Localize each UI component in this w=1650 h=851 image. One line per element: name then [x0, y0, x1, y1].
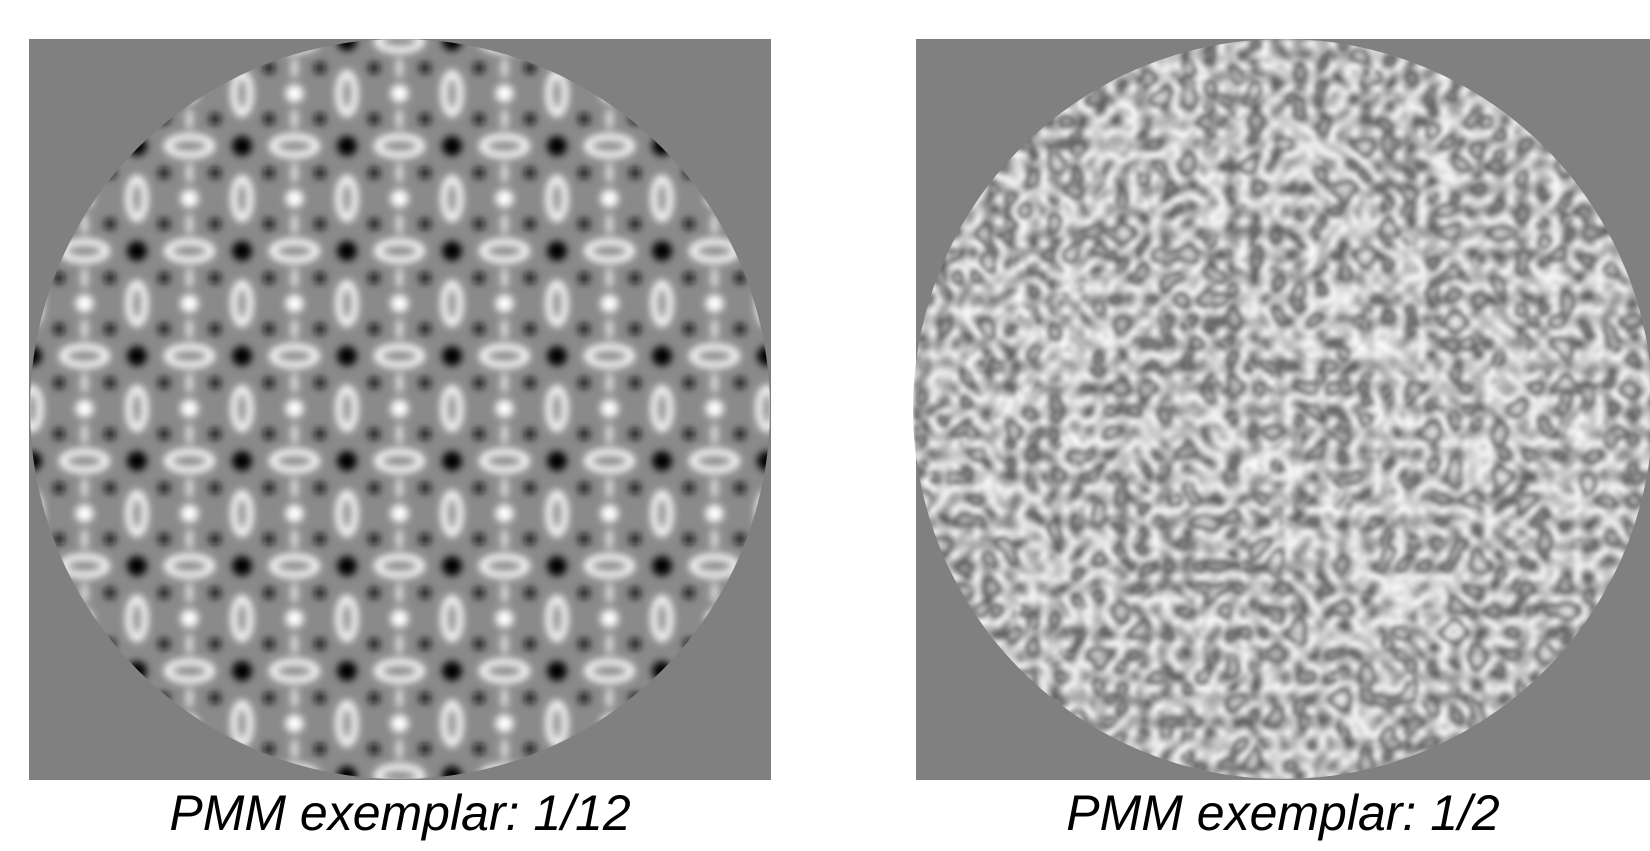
panel-1: PMM exemplar: 1/12	[29, 39, 771, 841]
texture-disc	[30, 39, 770, 779]
caption: PMM exemplar: 1/2	[1066, 785, 1500, 841]
panel-2: PMM exemplar: 1/2	[913, 39, 1650, 841]
texture-disc	[913, 39, 1650, 779]
caption: PMM exemplar: 1/12	[169, 785, 630, 841]
